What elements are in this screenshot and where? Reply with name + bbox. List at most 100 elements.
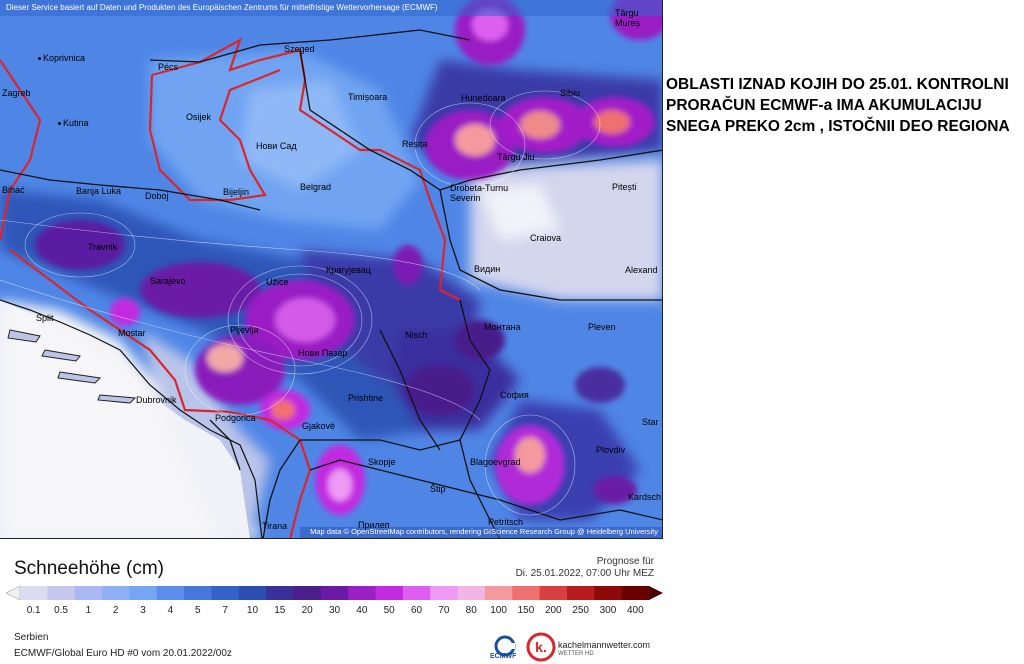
scale-tick-label: 10: [246, 605, 259, 616]
scale-tick-label: 300: [599, 605, 617, 616]
city-label: Star: [642, 417, 659, 427]
scale-swatch: [484, 586, 513, 600]
map-canvas: [0, 0, 662, 538]
city-label: Szeged: [284, 44, 315, 54]
scale-swatch: [211, 586, 240, 600]
legend-title: Schneehöhe (cm): [14, 558, 164, 579]
scale-swatch: [621, 586, 650, 600]
city-label: Craiova: [530, 233, 562, 243]
snow-depth-map: Dieser Service basiert auf Daten und Pro…: [0, 0, 663, 539]
scale-tick-label: 400: [626, 605, 644, 616]
city-label: Nisch: [405, 330, 428, 340]
city-label: Blagoevgrad: [470, 457, 521, 467]
city-label: Koprivnica: [38, 53, 85, 63]
scale-tick-label: 2: [112, 605, 119, 616]
scale-swatch: [375, 586, 404, 600]
scale-tick-label: 3: [140, 605, 146, 616]
scale-swatch: [320, 586, 349, 600]
city-label: Travnik: [88, 242, 118, 252]
scale-tick-label: 70: [438, 605, 450, 616]
city-label: Belgrad: [300, 182, 332, 192]
city-label: Нови Пазар: [298, 348, 348, 358]
city-label: Split: [36, 313, 54, 323]
scale-tick-label: 5: [194, 605, 201, 616]
scale-swatch: [129, 586, 158, 600]
city-label: Reșița: [402, 139, 428, 149]
city-label: Монтана: [484, 322, 521, 332]
scale-tick-label: 20: [301, 605, 313, 616]
city-label: Alexand: [625, 265, 658, 275]
scale-tick-label: 15: [274, 605, 286, 616]
scale-swatch: [293, 586, 322, 600]
scale-tick-label: 0.1: [26, 605, 41, 616]
scale-min-arrow: [6, 585, 21, 601]
ecmwf-label: ECMWF: [490, 653, 517, 660]
scale-tick-label: 40: [356, 605, 368, 616]
scale-swatch: [102, 586, 130, 600]
city-label: София: [500, 390, 529, 400]
scale-tick-label: 50: [383, 605, 395, 616]
city-label: Pécs: [158, 62, 179, 72]
city-label: Doboj: [145, 191, 169, 201]
scale-tick-label: 60: [410, 605, 423, 616]
city-label: Dubrovnik: [136, 395, 177, 405]
city-label: Podgorica: [215, 413, 256, 423]
city-label: Banja Luka: [76, 186, 122, 196]
scale-swatch: [594, 586, 623, 600]
scale-swatch: [20, 586, 48, 600]
model-run-label: ECMWF/Global Euro HD #0 vom 20.01.2022/0…: [14, 648, 232, 659]
ecmwf-logo-icon: [494, 635, 516, 657]
annotation-text: OBLASTI IZNAD KOJIH DO 25.01. KONTROLNI …: [666, 76, 1010, 135]
city-label: Zagreb: [2, 88, 31, 98]
scale-swatch: [47, 586, 76, 600]
brand-name: kachelmannwetter.com: [558, 640, 651, 650]
forecast-label: Prognose für: [596, 556, 654, 567]
svg-text:k.: k.: [535, 639, 547, 655]
scale-swatch: [348, 586, 377, 600]
city-label: Крагујевац: [326, 265, 371, 275]
city-label: Târgu Mureș: [615, 8, 641, 28]
brand-subtitle: WETTER HD: [558, 651, 594, 657]
city-label: Skopje: [368, 457, 396, 467]
city-label: Osijek: [186, 112, 212, 122]
city-label: Sibiu: [560, 88, 581, 98]
city-label: Plovdiv: [596, 445, 626, 455]
scale-swatch: [156, 586, 185, 600]
scale-swatch: [430, 586, 459, 600]
city-label: Prishtine: [348, 393, 384, 403]
scale-tick-label: 150: [517, 605, 535, 616]
scale-tick-label: 100: [490, 605, 507, 616]
city-label: Pitești: [612, 182, 637, 192]
city-label: Târgu Jiu: [497, 152, 535, 162]
city-label: Hunedoara: [461, 93, 506, 103]
scale-swatch: [238, 586, 267, 600]
city-label: Tirana: [262, 521, 288, 531]
forecast-info: Prognose für Di. 25.01.2022, 07:00 Uhr M…: [492, 556, 654, 580]
city-label: Gjakovë: [302, 421, 336, 431]
service-note: Dieser Service basiert auf Daten und Pro…: [6, 3, 438, 12]
city-label: Kardsch: [628, 492, 662, 502]
city-label: Pleven: [588, 322, 616, 332]
scale-tick-label: 4: [167, 605, 174, 616]
map-attribution: Map data © OpenStreetMap contributors, r…: [310, 527, 658, 536]
city-label: Bijeljin: [223, 187, 250, 197]
color-scale-ticks: 0.1 0.5 1 2 3 4 5 7 10 15 20 30 40 50 60 70 80 100 150 200 2…: [6, 605, 663, 617]
scale-swatch: [266, 586, 294, 600]
city-label: Kutina: [58, 118, 89, 128]
city-label: Timișoara: [348, 92, 388, 102]
city-label: Pljevlja: [230, 325, 259, 335]
city-label: Bihać: [2, 185, 25, 195]
scale-swatch: [74, 586, 103, 600]
kachelmann-logo-icon: k.: [526, 632, 556, 662]
city-label: Sarajevo: [150, 276, 186, 286]
region-label: Serbien: [14, 632, 49, 643]
scale-tick-label: 0.5: [54, 605, 68, 616]
city-label: Štip: [430, 484, 446, 494]
scale-max-arrow: [649, 586, 663, 600]
forecast-time: Di. 25.01.2022, 07:00 Uhr MEZ: [515, 568, 654, 579]
color-scale: [6, 585, 663, 601]
scale-tick-label: 7: [222, 605, 228, 616]
scale-swatch: [512, 586, 541, 600]
city-label: Drobeta-Turnu Severin: [450, 183, 509, 203]
scale-swatch: [539, 586, 568, 600]
